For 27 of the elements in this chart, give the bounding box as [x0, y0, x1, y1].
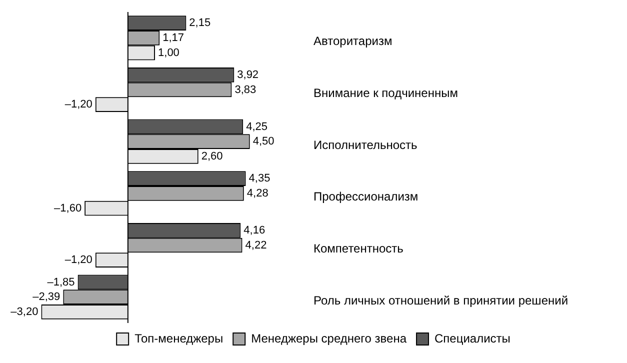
- legend-label: Менеджеры среднего звена: [251, 331, 407, 346]
- data-label: 4,16: [244, 224, 266, 236]
- data-label: 1,17: [162, 32, 184, 44]
- data-label: –1,20: [64, 254, 92, 266]
- y-tick-label: Компетентность: [314, 242, 404, 256]
- y-tick-label: Авторитаризм: [314, 34, 392, 48]
- data-label: –1,60: [54, 202, 82, 214]
- y-tick-label: Профессионализм: [314, 190, 418, 204]
- data-label: 1,00: [158, 46, 180, 59]
- legend-label: Топ-менеджеры: [134, 331, 224, 346]
- data-label: –2,39: [32, 291, 60, 304]
- data-label: 3,83: [234, 84, 256, 96]
- y-tick-label: Исполнительность: [314, 138, 418, 152]
- data-label: 4,22: [245, 239, 267, 252]
- data-label: 2,60: [201, 150, 223, 162]
- data-label: 4,50: [252, 136, 274, 148]
- data-label: 4,35: [248, 172, 270, 185]
- data-label: 3,92: [237, 68, 259, 81]
- data-label: 4,25: [246, 120, 268, 133]
- data-label: –3,20: [10, 306, 38, 318]
- data-label: –1,85: [47, 276, 75, 288]
- legend-label: Специалисты: [434, 331, 510, 346]
- data-label: 4,28: [246, 187, 268, 200]
- data-label: –1,20: [64, 98, 92, 111]
- y-tick-label: Внимание к подчиненным: [314, 86, 458, 100]
- y-tick-label: Роль личных отношений в принятии решений: [314, 293, 568, 308]
- data-label: 2,15: [189, 17, 211, 30]
